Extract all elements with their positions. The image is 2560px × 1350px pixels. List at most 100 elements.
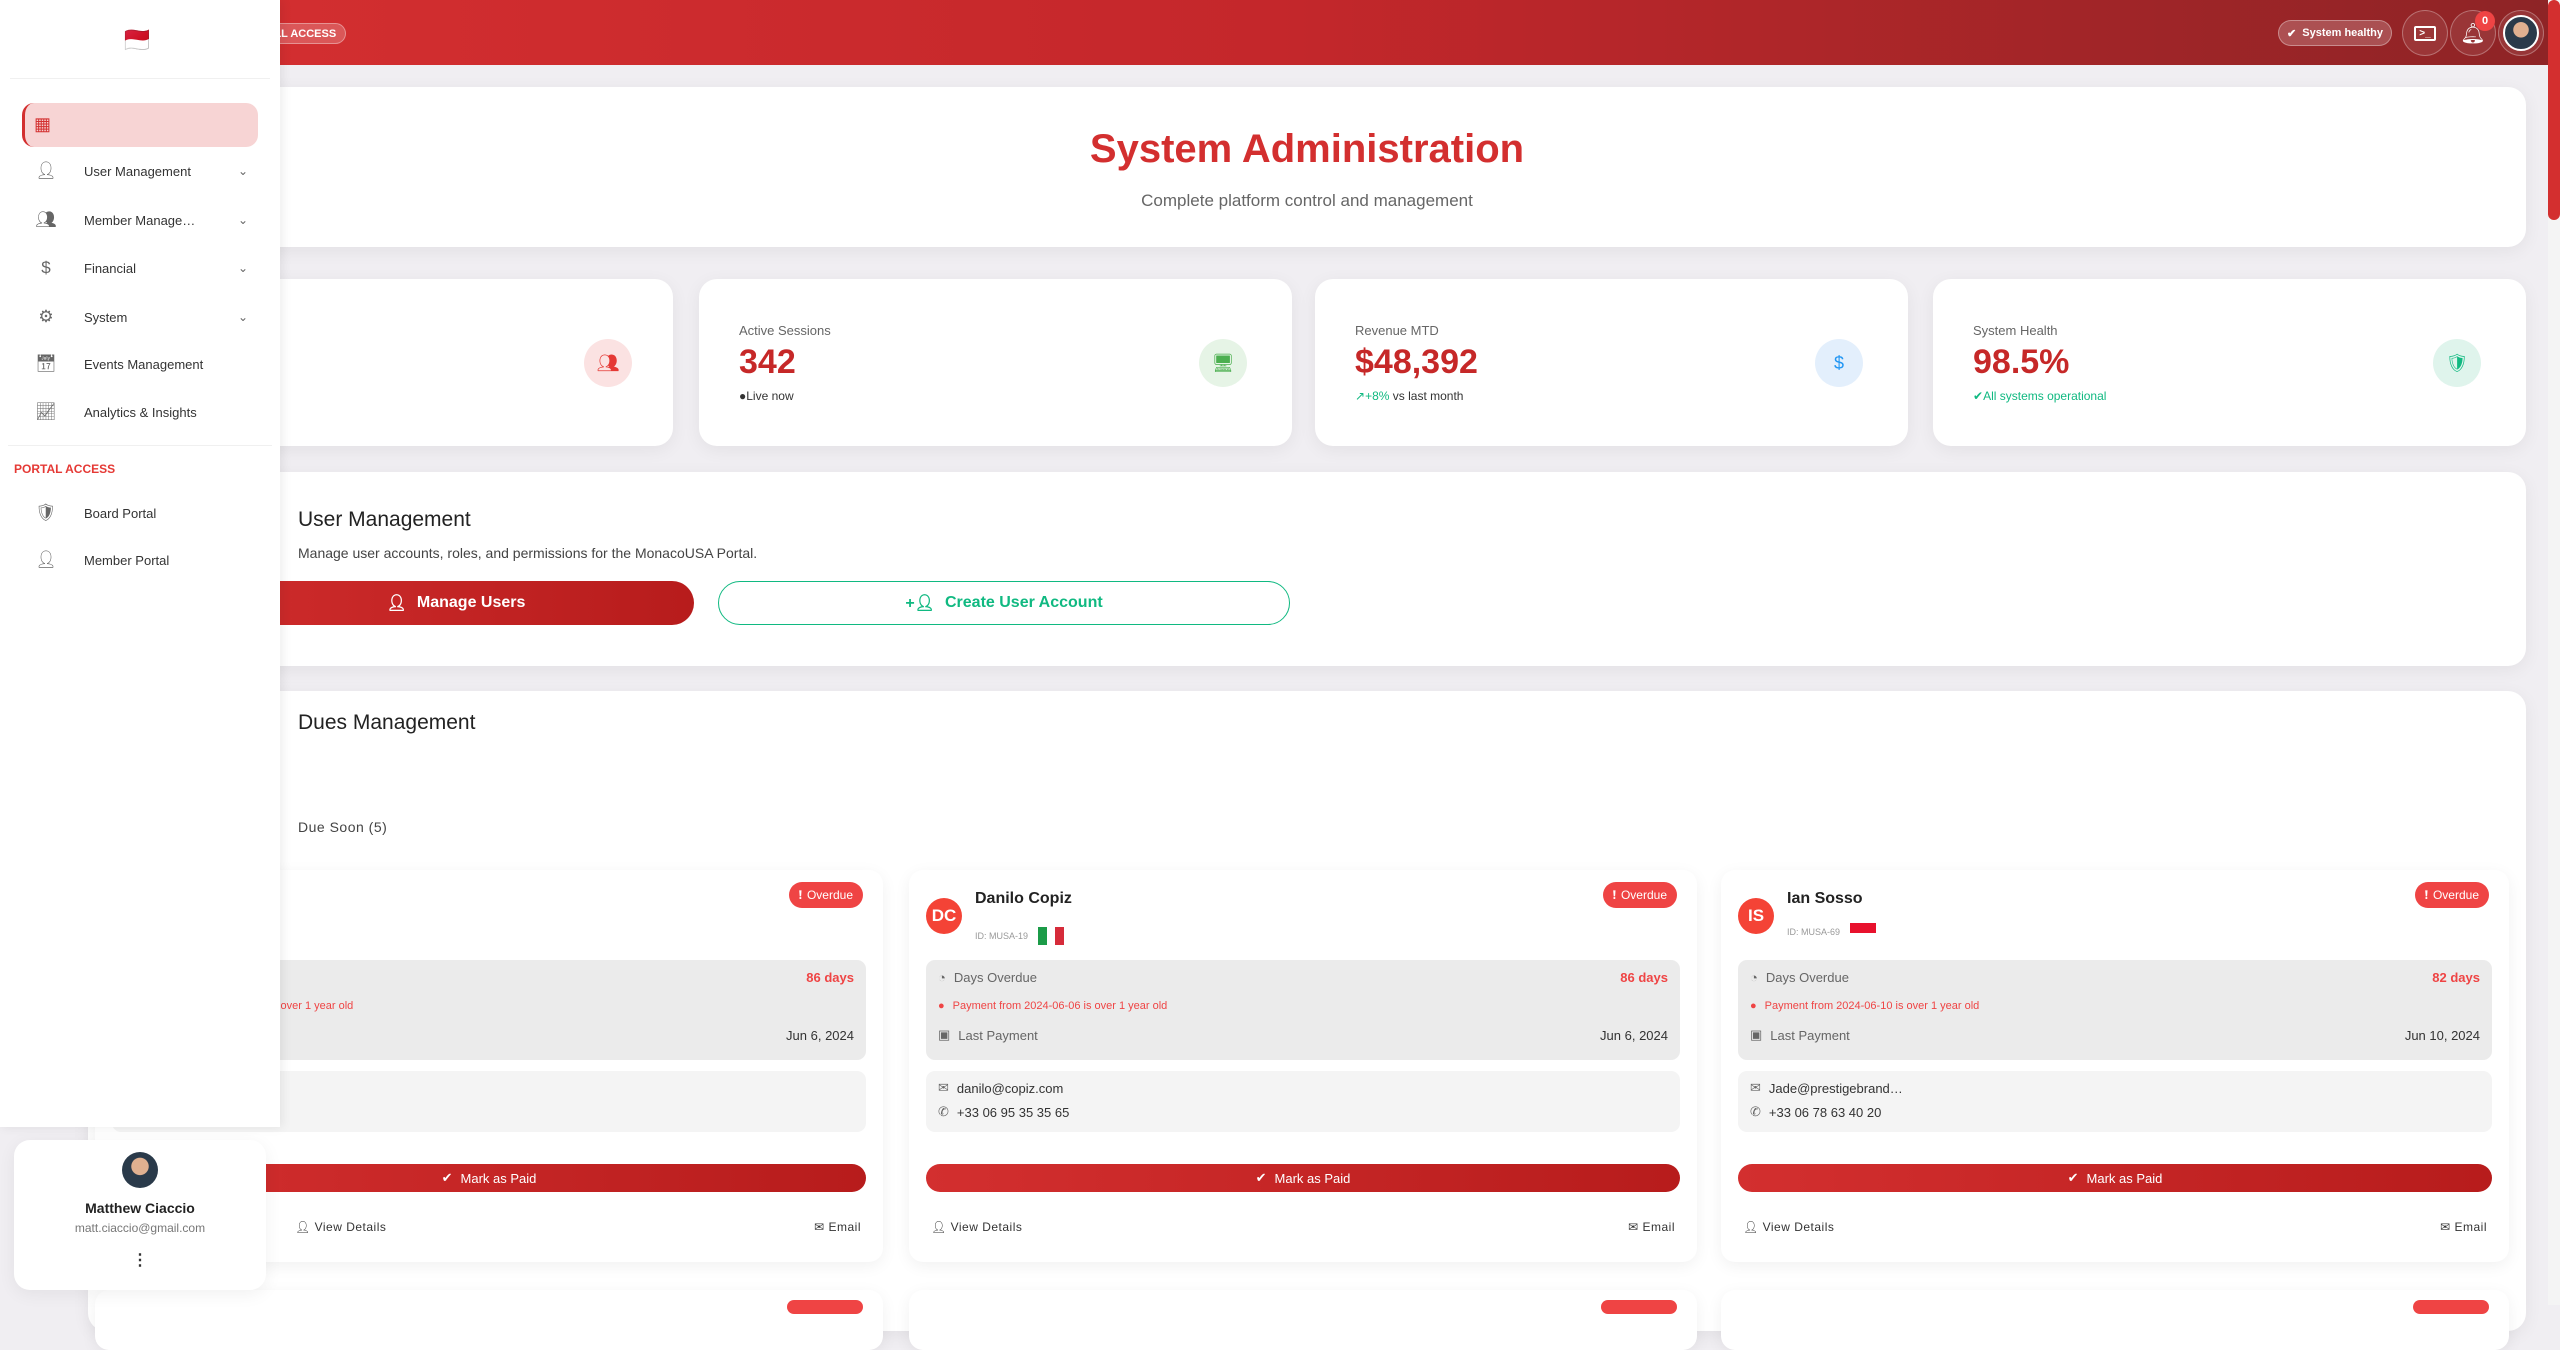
member-phone: +33 06 95 35 35 65 — [956, 1104, 1070, 1120]
sidebar-item[interactable]: $ Financial ⌄ — [22, 246, 258, 290]
page-title: System Administration — [1089, 127, 1525, 171]
contact-info: ✉ danilo@copiz.com ✆ +33 06 95 35 35 65 — [926, 1071, 1680, 1132]
phone-icon: ✆ — [938, 1104, 949, 1119]
terminal-icon: >_ — [2414, 25, 2436, 41]
check-circle-icon: ✔ — [1973, 389, 1984, 403]
person-icon: 👤︎ — [931, 1220, 947, 1234]
dollar-icon: $ — [1815, 339, 1863, 387]
users-icon: 👥︎ — [584, 339, 632, 387]
member-avatar: DC — [926, 898, 962, 934]
sidebar-item[interactable]: 👥︎ Member Manage… ⌄ — [22, 198, 258, 242]
profile-avatar-button[interactable] — [2498, 10, 2544, 56]
notification-count: 0 — [2475, 11, 2495, 31]
avatar — [2503, 15, 2539, 51]
member-email[interactable]: Jade@prestigebrand… — [1768, 1080, 1903, 1096]
notifications-button[interactable]: 🔔︎ 0 — [2450, 10, 2496, 56]
sidebar-portal-item[interactable]: 👤︎ Member Portal — [22, 538, 258, 582]
mark-as-paid-button[interactable]: ✔ Mark as Paid — [1738, 1164, 2492, 1192]
top-bar: FULL ACCESS ✔ System healthy >_ 🔔︎ 0 — [0, 0, 2548, 65]
member-email[interactable]: danilo@copiz.com — [956, 1080, 1064, 1096]
view-details-link[interactable]: 👤︎ View Details — [931, 1220, 1023, 1234]
stat-subtext: ↗+8% vs last month — [1355, 389, 1464, 403]
person-icon: 👤︎ — [35, 550, 57, 569]
sidebar-portal-item[interactable]: 🛡︎ Board Portal — [22, 491, 258, 535]
chevron-down-icon: ⌄ — [237, 164, 248, 178]
check-circle-icon: ✔ — [441, 1170, 453, 1185]
calendar-icon: 📅︎ — [35, 354, 57, 373]
alert-icon: ❗︎ — [1612, 887, 1616, 902]
sidebar-item[interactable]: 📈︎ Analytics & Insights — [22, 390, 258, 434]
view-details-link[interactable]: 👤︎ View Details — [1743, 1220, 1835, 1234]
status-badge — [2413, 1300, 2489, 1314]
chart-line-icon: 📈︎ — [35, 402, 57, 421]
group-icon: 👥︎ — [35, 210, 57, 229]
tab-due-soon[interactable]: Due Soon (5) — [298, 819, 388, 835]
dashboard-icon: ▦ — [34, 114, 52, 134]
payment-warning: Payment from 2024-06-10 is over 1 year o… — [1764, 1000, 1980, 1012]
stat-card: Active Sessions 342 ●Live now 🖥︎ — [699, 279, 1292, 446]
sidebar-item-dashboard[interactable]: ▦ — [22, 103, 258, 147]
gear-icon: ⚙︎ — [38, 307, 54, 326]
stat-label: System Health — [1973, 323, 2058, 338]
status-badge: ❗︎ Overdue — [1602, 882, 1677, 908]
mail-icon: ✉ — [2440, 1220, 2451, 1234]
check-circle-icon: ✔ — [2067, 1170, 2079, 1185]
stat-label: Revenue MTD — [1355, 323, 1439, 338]
phone-icon: ✆ — [1750, 1104, 1761, 1119]
system-health-badge[interactable]: ✔ System healthy — [2278, 20, 2392, 46]
stat-value: 342 — [739, 343, 796, 381]
member-avatar: IS — [1738, 898, 1774, 934]
info-icon: ● — [938, 1000, 945, 1012]
payment-warning: Payment from 2024-06-06 is over 1 year o… — [952, 1000, 1168, 1012]
payment-info: ◔ Days Overdue 82 days ● Payment from 2024-… — [1738, 960, 2492, 1060]
divider — [8, 445, 272, 446]
create-user-button[interactable]: +👤︎ Create User Account — [718, 581, 1290, 625]
view-details-link[interactable]: 👤︎ View Details — [295, 1220, 387, 1234]
member-name: Danilo Copiz — [975, 890, 1072, 907]
user-name: Matthew Ciaccio — [85, 1200, 195, 1216]
alert-icon: ❗︎ — [2424, 887, 2428, 902]
scrollbar[interactable] — [2548, 0, 2560, 1305]
alert-icon: ❗︎ — [798, 887, 802, 902]
user-cog-icon: 👤︎ — [35, 161, 57, 180]
stat-subtext: ✔All systems operational — [1973, 389, 2107, 403]
portal-access-heading: PORTAL ACCESS — [14, 462, 116, 476]
more-options-icon[interactable]: ⋮ — [132, 1252, 148, 1269]
calendar-icon: ▣ — [1750, 1027, 1763, 1042]
mail-icon: ✉ — [938, 1080, 949, 1095]
stat-label: Active Sessions — [739, 323, 831, 338]
days-overdue-value: 86 days — [806, 970, 854, 985]
days-overdue-value: 82 days — [2432, 970, 2480, 985]
check-circle-icon: ✔ — [2287, 27, 2297, 40]
user-profile-card: Matthew Ciaccio matt.ciaccio@gmail.com ⋮ — [14, 1140, 266, 1290]
member-card: IS Ian Sosso ID: MUSA-69 ❗︎ Overdue ◔ Days… — [1721, 870, 2509, 1262]
terminal-button[interactable]: >_ — [2402, 10, 2448, 56]
email-link[interactable]: ✉ Email — [814, 1220, 861, 1234]
sidebar-item[interactable]: 📅︎ Events Management — [22, 342, 258, 386]
calendar-icon: ▣ — [938, 1027, 951, 1042]
info-icon: ● — [1750, 1000, 1757, 1012]
mark-as-paid-button[interactable]: ✔ Mark as Paid — [926, 1164, 1680, 1192]
monitor-icon: 🖥︎ — [1199, 339, 1247, 387]
member-card — [1721, 1290, 2509, 1350]
last-payment-value: Jun 10, 2024 — [2404, 1027, 2480, 1043]
email-link[interactable]: ✉ Email — [2440, 1220, 2487, 1234]
member-phone: +33 06 78 63 40 20 — [1768, 1104, 1882, 1120]
person-icon: 👤︎ — [1743, 1220, 1759, 1234]
status-badge — [1601, 1300, 1677, 1314]
status-badge — [787, 1300, 863, 1314]
contact-info: ✉ Jade@prestigebrand… ✆ +33 06 78 63 40 20 — [1738, 1071, 2492, 1132]
member-card: DC Danilo Copiz ID: MUSA-19 ❗︎ Overdue ◔ D… — [909, 870, 1697, 1262]
stat-subtext: ●Live now — [739, 389, 794, 403]
email-link[interactable]: ✉ Email — [1628, 1220, 1675, 1234]
logo: 🇲🇨 — [122, 27, 152, 54]
member-id: ID: MUSA-69 — [1787, 927, 1841, 937]
sidebar-item[interactable]: ⚙︎ System ⌄ — [22, 295, 258, 339]
scrollbar-thumb[interactable] — [2548, 0, 2560, 220]
sidebar-item[interactable]: 👤︎ User Management ⌄ — [22, 149, 258, 193]
mail-icon: ✉ — [1628, 1220, 1639, 1234]
clock-icon: ◔ — [1750, 970, 1758, 985]
person-icon: 👤︎ — [295, 1220, 311, 1234]
header-card: System Administration Complete platform … — [88, 87, 2526, 247]
chevron-down-icon: ⌄ — [237, 310, 248, 324]
